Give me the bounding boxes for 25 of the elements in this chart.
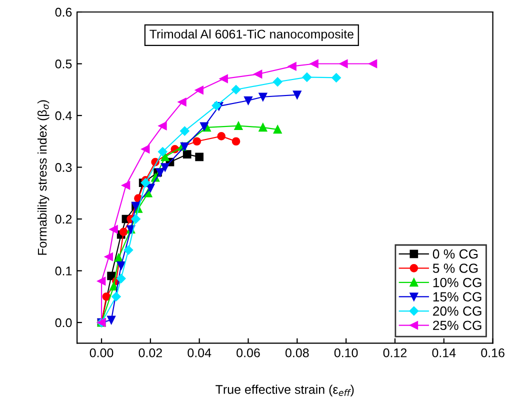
text: Trimodal Al 6061-TiC nanocomposite [150,29,354,42]
legend-label: 0 % CG [432,249,478,259]
x-tick-label: 0.04 [188,348,212,358]
y-tick-label: 0.5 [55,60,72,68]
y-tick-label: 0.1 [55,266,72,276]
y-tick-label: 0.0 [55,318,72,328]
x-tick-label: 0.10 [334,348,358,358]
legend-label: 15% CG [433,292,482,302]
y-tick-label: 0.6 [55,8,72,17]
legend-label: 25% CG [433,320,482,330]
y-tick-label: 0.3 [55,163,72,172]
legend-label: 10% CG [433,278,482,288]
legend-label: 20% CG [433,306,482,316]
x-tick-label: 0.16 [481,348,504,358]
x-tick-label: 0.08 [285,348,309,358]
y-tick-label: 0.2 [55,214,72,224]
x-axis-title: True effective strain (ε$_{eff}$) [216,384,354,396]
x-tick-label: 0.06 [236,348,260,358]
x-tick-label: 0.00 [90,348,114,358]
y-tick-label: 0.4 [55,111,72,120]
y-axis-title: Formability stress index (β$_{σ}$) [38,100,50,255]
x-tick-label: 0.02 [138,348,162,358]
x-tick-label: 0.14 [432,348,456,358]
legend-label: 5 % CG [432,264,478,273]
x-tick-label: 0.12 [383,348,407,358]
